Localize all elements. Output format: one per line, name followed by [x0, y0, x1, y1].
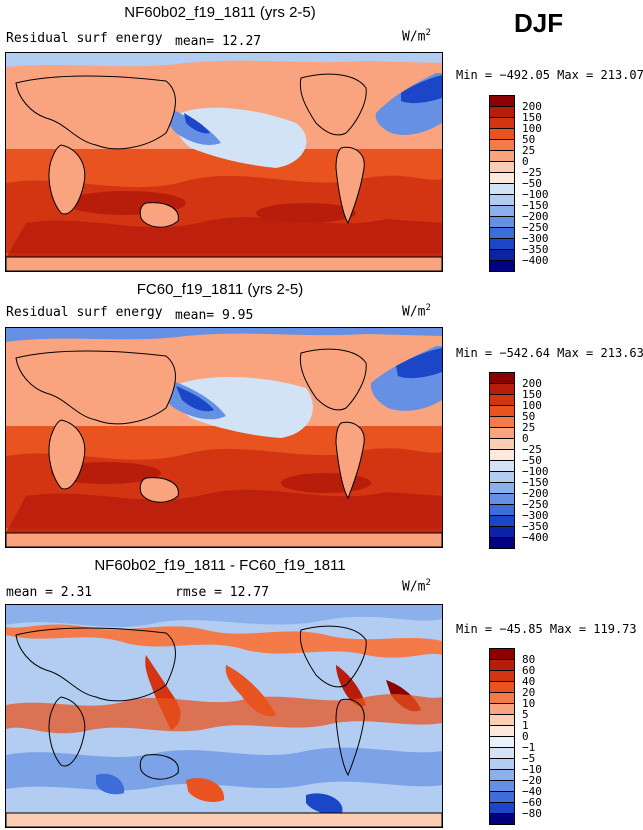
colorbar-label: −400 [522, 254, 549, 267]
panel-1-units: W/m2 [402, 28, 431, 44]
panel-2-map-field [6, 328, 442, 547]
colorbar-label: 100 [522, 122, 542, 135]
colorbar-label: −1 [522, 741, 536, 754]
units-base: W/m [402, 579, 426, 595]
panel-3-title: NF60b02_f19_1811 - FC60_f19_1811 [94, 557, 346, 574]
panel-1-label: Residual surf energy [6, 31, 163, 46]
colorbar-label: −25 [522, 443, 542, 456]
colorbar-label: 0 [522, 432, 529, 445]
colorbar-label: −200 [522, 487, 549, 500]
colorbar-label: 25 [522, 421, 536, 434]
panel-3-map [5, 604, 443, 828]
colorbar-swatch [489, 813, 515, 825]
colorbar-label: −25 [522, 166, 542, 179]
colorbar-label: −60 [522, 796, 542, 809]
panel-2-mean: mean= 9.95 [175, 308, 254, 323]
colorbar-label: −250 [522, 221, 549, 234]
panel-3-map-field [6, 605, 442, 827]
colorbar-label: −400 [522, 531, 549, 544]
panel-3-units: W/m2 [402, 578, 431, 594]
colorbar-label: −20 [522, 774, 542, 787]
panel-3-minmax: Min = −45.85 Max = 119.73 [456, 622, 637, 636]
colorbar-label: 200 [522, 377, 542, 390]
panel-2-title: FC60_f19_1811 (yrs 2-5) [136, 281, 304, 298]
colorbar-label: −10 [522, 763, 542, 776]
colorbar-label: −150 [522, 199, 549, 212]
units-base: W/m [402, 304, 426, 320]
panel-2-colorbar: 200 150 100 50 25 0 −25 −50 −100 −150 −200 −250 −300… [489, 372, 619, 549]
panel-2-minmax: Min = −542.64 Max = 213.63 [456, 346, 643, 360]
units-base: W/m [402, 29, 426, 45]
season-label: DJF [514, 8, 564, 38]
colorbar-label: −150 [522, 476, 549, 489]
panel-1-mean: mean= 12.27 [175, 34, 262, 49]
colorbar-label: 40 [522, 675, 536, 688]
colorbar-swatch [489, 260, 515, 272]
colorbar-label: −350 [522, 520, 549, 533]
colorbar-label: −50 [522, 177, 542, 190]
panel-2-map [5, 327, 443, 548]
colorbar-label: −300 [522, 232, 549, 245]
colorbar-label: −100 [522, 188, 549, 201]
colorbar-label: 50 [522, 133, 536, 146]
colorbar-label: −250 [522, 498, 549, 511]
panel-3-rmse: rmse = 12.77 [175, 585, 269, 600]
colorbar-label: −50 [522, 454, 542, 467]
panel-1-minmax: Min = −492.05 Max = 213.07 [456, 68, 643, 82]
colorbar-label: 0 [522, 155, 529, 168]
colorbar-label: −80 [522, 807, 542, 820]
colorbar-label: 150 [522, 111, 542, 124]
colorbar-label: 80 [522, 653, 536, 666]
units-exponent: 2 [425, 303, 431, 313]
colorbar-label: 10 [522, 697, 536, 710]
units-exponent: 2 [425, 28, 431, 38]
colorbar-label: −200 [522, 210, 549, 223]
units-exponent: 2 [425, 578, 431, 588]
colorbar-label: 1 [522, 719, 529, 732]
colorbar-label: 20 [522, 686, 536, 699]
colorbar-label: 100 [522, 399, 542, 412]
colorbar-swatch [489, 537, 515, 549]
colorbar-label: −5 [522, 752, 536, 765]
colorbar-label: −100 [522, 465, 549, 478]
panel-1-colorbar: 200 150 100 50 25 0 −25 −50 −100 −150 −200 −250 −300… [489, 95, 619, 272]
colorbar-label: −300 [522, 509, 549, 522]
panel-1-map [5, 52, 443, 272]
panel-1-title: NF60b02_f19_1811 (yrs 2-5) [124, 4, 316, 21]
colorbar-label: −40 [522, 785, 542, 798]
colorbar-label: 150 [522, 388, 542, 401]
panel-2-label: Residual surf energy [6, 305, 163, 320]
panel-2-units: W/m2 [402, 303, 431, 319]
colorbar-label: 25 [522, 144, 536, 157]
colorbar-label: 50 [522, 410, 536, 423]
colorbar-label: 5 [522, 708, 529, 721]
panel-1-map-field [6, 53, 442, 271]
colorbar-label: 200 [522, 100, 542, 113]
colorbar-label: 0 [522, 730, 529, 743]
panel-3-colorbar: 80 60 40 20 10 5 1 0 −1 −5 −10 −20 −40 −60 −80 [489, 648, 619, 825]
panel-3-mean: mean = 2.31 [6, 585, 93, 600]
colorbar-label: 60 [522, 664, 536, 677]
colorbar-label: −350 [522, 243, 549, 256]
